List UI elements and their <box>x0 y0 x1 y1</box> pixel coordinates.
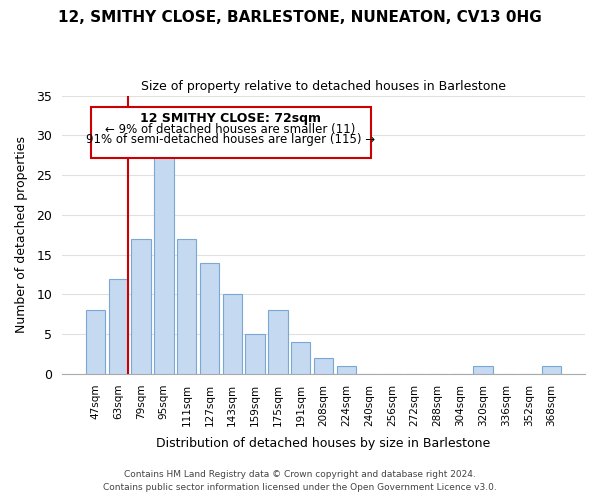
Bar <box>177 239 196 374</box>
Text: ← 9% of detached houses are smaller (11): ← 9% of detached houses are smaller (11) <box>105 122 356 136</box>
FancyBboxPatch shape <box>91 106 371 158</box>
Bar <box>542 366 561 374</box>
Bar <box>109 278 128 374</box>
Title: Size of property relative to detached houses in Barlestone: Size of property relative to detached ho… <box>141 80 506 93</box>
Bar <box>154 152 173 374</box>
Bar <box>314 358 333 374</box>
X-axis label: Distribution of detached houses by size in Barlestone: Distribution of detached houses by size … <box>157 437 491 450</box>
Text: 12 SMITHY CLOSE: 72sqm: 12 SMITHY CLOSE: 72sqm <box>140 112 321 124</box>
Bar <box>86 310 105 374</box>
Bar <box>268 310 287 374</box>
Bar <box>337 366 356 374</box>
Text: Contains HM Land Registry data © Crown copyright and database right 2024.
Contai: Contains HM Land Registry data © Crown c… <box>103 470 497 492</box>
Bar <box>200 262 219 374</box>
Bar <box>245 334 265 374</box>
Text: 91% of semi-detached houses are larger (115) →: 91% of semi-detached houses are larger (… <box>86 133 375 146</box>
Bar <box>223 294 242 374</box>
Bar <box>291 342 310 374</box>
Y-axis label: Number of detached properties: Number of detached properties <box>15 136 28 334</box>
Bar <box>131 239 151 374</box>
Bar <box>473 366 493 374</box>
Text: 12, SMITHY CLOSE, BARLESTONE, NUNEATON, CV13 0HG: 12, SMITHY CLOSE, BARLESTONE, NUNEATON, … <box>58 10 542 25</box>
